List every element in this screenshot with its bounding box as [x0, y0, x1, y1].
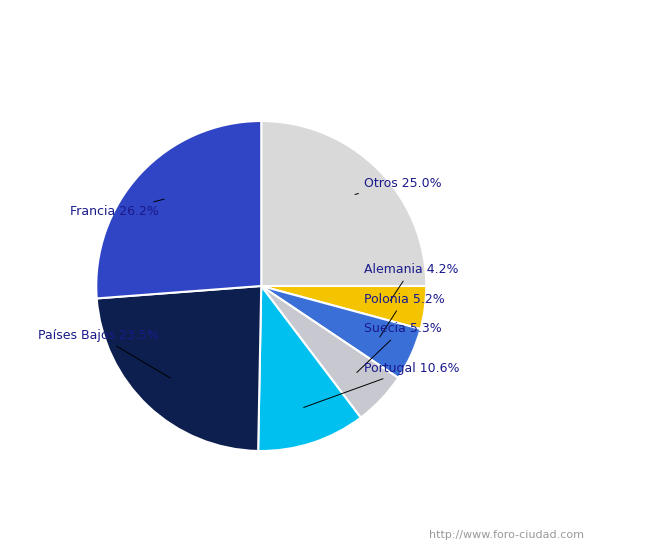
- Text: Portugal 10.6%: Portugal 10.6%: [304, 362, 459, 408]
- Wedge shape: [261, 286, 398, 417]
- Text: Francia 26.2%: Francia 26.2%: [70, 199, 164, 218]
- Text: Polonia 5.2%: Polonia 5.2%: [363, 293, 445, 337]
- Text: Suecia 5.3%: Suecia 5.3%: [357, 322, 441, 372]
- Text: http://www.foro-ciudad.com: http://www.foro-ciudad.com: [430, 530, 584, 540]
- Wedge shape: [258, 286, 361, 451]
- Text: Otros 25.0%: Otros 25.0%: [355, 177, 441, 194]
- Wedge shape: [97, 286, 261, 451]
- Wedge shape: [261, 286, 421, 378]
- Text: Condado de Treviño - Turistas extranjeros según país - Abril de 2024: Condado de Treviño - Turistas extranjero…: [74, 22, 576, 38]
- Text: Países Bajos 23.5%: Países Bajos 23.5%: [38, 329, 170, 378]
- Wedge shape: [96, 121, 261, 299]
- Wedge shape: [261, 121, 426, 286]
- Text: Alemania 4.2%: Alemania 4.2%: [363, 263, 458, 301]
- Wedge shape: [261, 286, 426, 329]
